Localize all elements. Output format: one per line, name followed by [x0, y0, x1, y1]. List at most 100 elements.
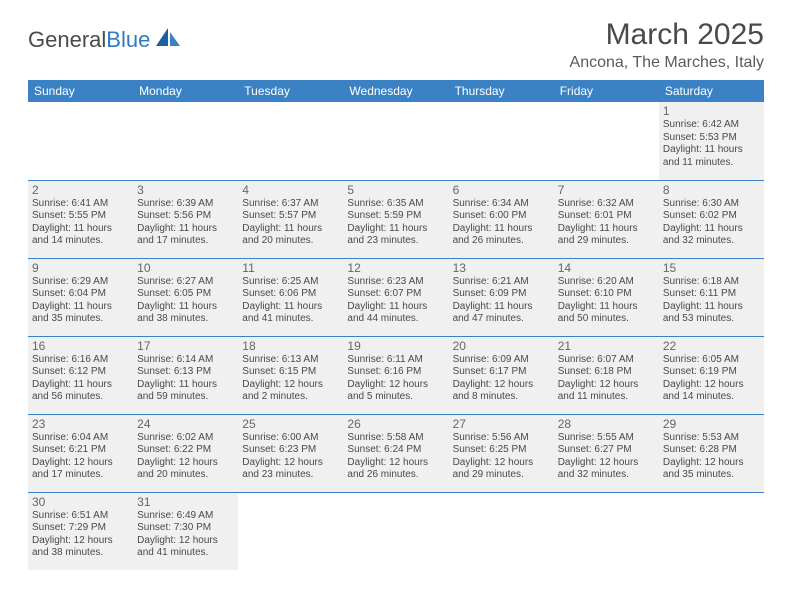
calendar-cell: 5Sunrise: 6:35 AMSunset: 5:59 PMDaylight…	[343, 180, 448, 258]
day-number: 27	[453, 417, 550, 431]
day-info: Sunrise: 6:05 AMSunset: 6:19 PMDaylight:…	[663, 354, 760, 404]
day-info: Sunrise: 6:14 AMSunset: 6:13 PMDaylight:…	[137, 354, 234, 404]
day-info: Sunrise: 6:39 AMSunset: 5:56 PMDaylight:…	[137, 198, 234, 248]
calendar-cell: 19Sunrise: 6:11 AMSunset: 6:16 PMDayligh…	[343, 336, 448, 414]
day-info: Sunrise: 6:18 AMSunset: 6:11 PMDaylight:…	[663, 276, 760, 326]
calendar-cell	[238, 102, 343, 180]
calendar-cell: 27Sunrise: 5:56 AMSunset: 6:25 PMDayligh…	[449, 414, 554, 492]
day-info: Sunrise: 5:56 AMSunset: 6:25 PMDaylight:…	[453, 432, 550, 482]
weekday-header: Wednesday	[343, 80, 448, 102]
weekday-header: Sunday	[28, 80, 133, 102]
day-number: 9	[32, 261, 129, 275]
calendar-cell: 22Sunrise: 6:05 AMSunset: 6:19 PMDayligh…	[659, 336, 764, 414]
calendar-cell	[28, 102, 133, 180]
calendar-cell	[449, 102, 554, 180]
calendar-cell	[449, 492, 554, 570]
day-info: Sunrise: 6:11 AMSunset: 6:16 PMDaylight:…	[347, 354, 444, 404]
calendar-cell: 13Sunrise: 6:21 AMSunset: 6:09 PMDayligh…	[449, 258, 554, 336]
day-info: Sunrise: 6:41 AMSunset: 5:55 PMDaylight:…	[32, 198, 129, 248]
calendar-cell: 23Sunrise: 6:04 AMSunset: 6:21 PMDayligh…	[28, 414, 133, 492]
calendar-cell	[554, 102, 659, 180]
day-info: Sunrise: 6:32 AMSunset: 6:01 PMDaylight:…	[558, 198, 655, 248]
day-number: 4	[242, 183, 339, 197]
location-text: Ancona, The Marches, Italy	[570, 54, 764, 72]
calendar-cell: 14Sunrise: 6:20 AMSunset: 6:10 PMDayligh…	[554, 258, 659, 336]
day-info: Sunrise: 6:07 AMSunset: 6:18 PMDaylight:…	[558, 354, 655, 404]
day-number: 2	[32, 183, 129, 197]
weekday-header: Saturday	[659, 80, 764, 102]
day-number: 6	[453, 183, 550, 197]
day-info: Sunrise: 6:16 AMSunset: 6:12 PMDaylight:…	[32, 354, 129, 404]
calendar-cell	[343, 102, 448, 180]
day-number: 21	[558, 339, 655, 353]
day-number: 29	[663, 417, 760, 431]
day-info: Sunrise: 6:37 AMSunset: 5:57 PMDaylight:…	[242, 198, 339, 248]
calendar-cell: 1Sunrise: 6:42 AMSunset: 5:53 PMDaylight…	[659, 102, 764, 180]
day-info: Sunrise: 5:53 AMSunset: 6:28 PMDaylight:…	[663, 432, 760, 482]
day-info: Sunrise: 6:27 AMSunset: 6:05 PMDaylight:…	[137, 276, 234, 326]
calendar-body: 1Sunrise: 6:42 AMSunset: 5:53 PMDaylight…	[28, 102, 764, 570]
day-number: 24	[137, 417, 234, 431]
title-block: March 2025 Ancona, The Marches, Italy	[570, 18, 764, 72]
calendar-cell: 25Sunrise: 6:00 AMSunset: 6:23 PMDayligh…	[238, 414, 343, 492]
calendar-cell: 17Sunrise: 6:14 AMSunset: 6:13 PMDayligh…	[133, 336, 238, 414]
weekday-header: Friday	[554, 80, 659, 102]
day-number: 8	[663, 183, 760, 197]
calendar-cell: 6Sunrise: 6:34 AMSunset: 6:00 PMDaylight…	[449, 180, 554, 258]
day-number: 16	[32, 339, 129, 353]
month-title: March 2025	[570, 18, 764, 52]
calendar-cell: 24Sunrise: 6:02 AMSunset: 6:22 PMDayligh…	[133, 414, 238, 492]
day-info: Sunrise: 6:09 AMSunset: 6:17 PMDaylight:…	[453, 354, 550, 404]
day-info: Sunrise: 6:49 AMSunset: 7:30 PMDaylight:…	[137, 510, 234, 560]
calendar-cell: 16Sunrise: 6:16 AMSunset: 6:12 PMDayligh…	[28, 336, 133, 414]
calendar-cell: 12Sunrise: 6:23 AMSunset: 6:07 PMDayligh…	[343, 258, 448, 336]
calendar-cell: 7Sunrise: 6:32 AMSunset: 6:01 PMDaylight…	[554, 180, 659, 258]
day-info: Sunrise: 6:25 AMSunset: 6:06 PMDaylight:…	[242, 276, 339, 326]
day-number: 18	[242, 339, 339, 353]
calendar-cell: 29Sunrise: 5:53 AMSunset: 6:28 PMDayligh…	[659, 414, 764, 492]
day-info: Sunrise: 6:42 AMSunset: 5:53 PMDaylight:…	[663, 119, 760, 169]
brand-logo: GeneralBlue	[28, 18, 184, 53]
calendar-cell: 31Sunrise: 6:49 AMSunset: 7:30 PMDayligh…	[133, 492, 238, 570]
weekday-header: Thursday	[449, 80, 554, 102]
day-info: Sunrise: 6:23 AMSunset: 6:07 PMDaylight:…	[347, 276, 444, 326]
calendar-cell: 3Sunrise: 6:39 AMSunset: 5:56 PMDaylight…	[133, 180, 238, 258]
calendar-cell: 2Sunrise: 6:41 AMSunset: 5:55 PMDaylight…	[28, 180, 133, 258]
header: GeneralBlue March 2025 Ancona, The March…	[28, 18, 764, 72]
calendar-cell: 30Sunrise: 6:51 AMSunset: 7:29 PMDayligh…	[28, 492, 133, 570]
day-number: 1	[663, 104, 760, 118]
calendar-cell: 20Sunrise: 6:09 AMSunset: 6:17 PMDayligh…	[449, 336, 554, 414]
day-number: 31	[137, 495, 234, 509]
day-info: Sunrise: 6:34 AMSunset: 6:00 PMDaylight:…	[453, 198, 550, 248]
calendar-cell	[659, 492, 764, 570]
day-info: Sunrise: 5:55 AMSunset: 6:27 PMDaylight:…	[558, 432, 655, 482]
day-number: 19	[347, 339, 444, 353]
day-number: 20	[453, 339, 550, 353]
day-info: Sunrise: 6:04 AMSunset: 6:21 PMDaylight:…	[32, 432, 129, 482]
day-info: Sunrise: 6:30 AMSunset: 6:02 PMDaylight:…	[663, 198, 760, 248]
calendar-cell	[343, 492, 448, 570]
day-number: 30	[32, 495, 129, 509]
calendar-cell: 4Sunrise: 6:37 AMSunset: 5:57 PMDaylight…	[238, 180, 343, 258]
brand-name-first: General	[28, 27, 106, 52]
calendar-header-row: SundayMondayTuesdayWednesdayThursdayFrid…	[28, 80, 764, 102]
brand-name: GeneralBlue	[28, 27, 150, 53]
day-info: Sunrise: 6:51 AMSunset: 7:29 PMDaylight:…	[32, 510, 129, 560]
day-info: Sunrise: 6:29 AMSunset: 6:04 PMDaylight:…	[32, 276, 129, 326]
day-number: 11	[242, 261, 339, 275]
day-number: 26	[347, 417, 444, 431]
calendar-cell: 26Sunrise: 5:58 AMSunset: 6:24 PMDayligh…	[343, 414, 448, 492]
day-info: Sunrise: 6:21 AMSunset: 6:09 PMDaylight:…	[453, 276, 550, 326]
day-number: 23	[32, 417, 129, 431]
day-number: 10	[137, 261, 234, 275]
calendar-cell: 9Sunrise: 6:29 AMSunset: 6:04 PMDaylight…	[28, 258, 133, 336]
sail-icon	[154, 26, 184, 53]
calendar-cell	[554, 492, 659, 570]
day-number: 3	[137, 183, 234, 197]
calendar-cell: 15Sunrise: 6:18 AMSunset: 6:11 PMDayligh…	[659, 258, 764, 336]
day-number: 5	[347, 183, 444, 197]
calendar-cell: 11Sunrise: 6:25 AMSunset: 6:06 PMDayligh…	[238, 258, 343, 336]
calendar-table: SundayMondayTuesdayWednesdayThursdayFrid…	[28, 80, 764, 570]
calendar-cell	[133, 102, 238, 180]
calendar-cell: 28Sunrise: 5:55 AMSunset: 6:27 PMDayligh…	[554, 414, 659, 492]
